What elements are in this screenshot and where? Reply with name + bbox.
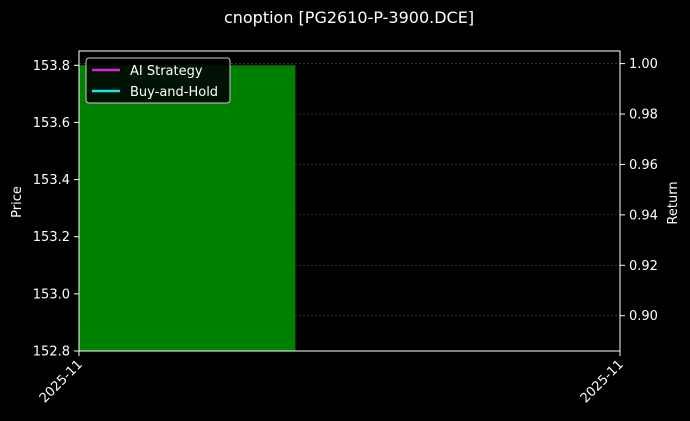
legend: AI Strategy Buy-and-Hold: [85, 57, 231, 104]
y-tick-label: 153.6: [33, 116, 70, 131]
y2-tick-label: 0.92: [629, 259, 658, 274]
legend-label-buy-and-hold: Buy-and-Hold: [130, 85, 218, 100]
y-axis-label-price: Price: [10, 186, 25, 218]
y2-tick-label: 0.90: [629, 309, 658, 324]
x-tick-label: 2025-11: [578, 357, 627, 406]
y-tick-label: 153.4: [33, 173, 70, 188]
price-bar: [79, 65, 296, 352]
y-axis-label-return: Return: [666, 181, 681, 224]
bars: [79, 65, 296, 352]
y-tick-label: 153.0: [33, 287, 70, 302]
x-tick-label: 2025-11: [37, 357, 86, 406]
y2-tick-label: 0.94: [629, 208, 658, 223]
y-tick-label: 153.8: [33, 59, 70, 74]
legend-label-ai-strategy: AI Strategy: [130, 64, 203, 79]
y-tick-label: 152.8: [33, 345, 70, 360]
x-axis: 2025-11 2025-11: [37, 351, 627, 406]
y-axis-left: 152.8 153.0 153.2 153.4 153.6 153.8: [33, 59, 79, 360]
y2-tick-label: 0.98: [629, 108, 658, 123]
chart-title: cnoption [PG2610-P-3900.DCE]: [224, 8, 474, 27]
y2-tick-label: 0.96: [629, 158, 658, 173]
plot-area-frame: [78, 50, 621, 352]
y2-tick-label: 1.00: [629, 57, 658, 72]
y-axis-right: 0.90 0.92 0.94 0.96 0.98 1.00: [620, 57, 658, 324]
legend-box: [85, 57, 231, 104]
y-tick-label: 153.2: [33, 230, 70, 245]
